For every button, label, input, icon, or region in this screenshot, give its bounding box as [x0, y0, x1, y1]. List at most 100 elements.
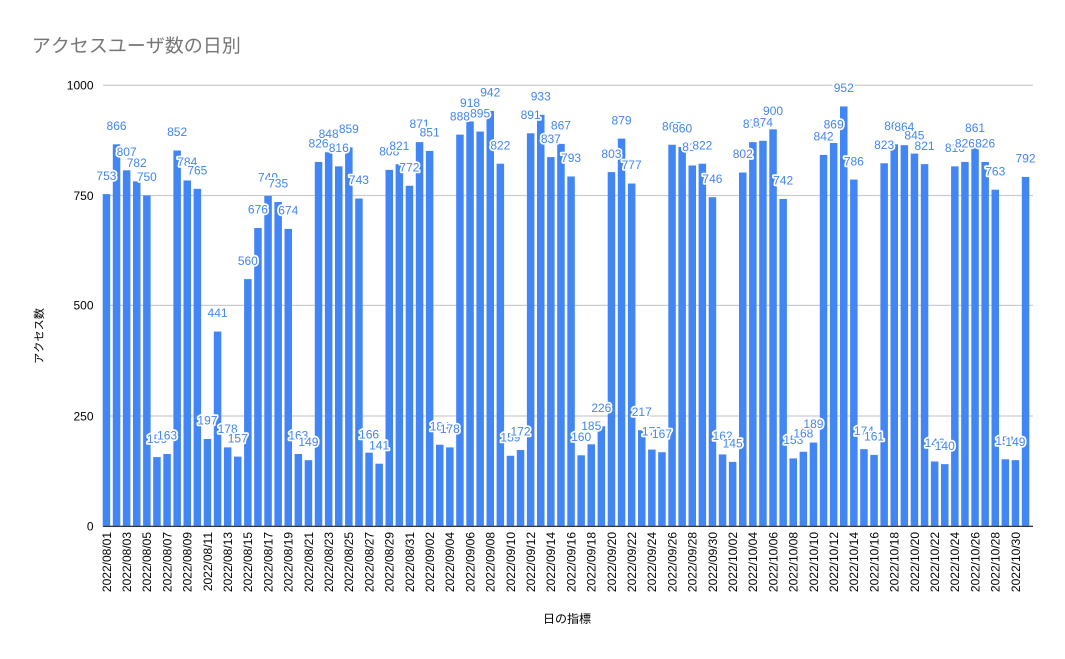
- svg-text:879: 879: [612, 113, 632, 127]
- svg-text:2022/10/16: 2022/10/16: [867, 532, 881, 592]
- svg-text:743: 743: [349, 173, 369, 187]
- svg-text:2022/09/10: 2022/09/10: [504, 532, 518, 592]
- svg-text:178: 178: [218, 422, 238, 436]
- svg-text:2022/10/08: 2022/10/08: [787, 532, 801, 592]
- svg-text:172: 172: [511, 425, 531, 439]
- svg-text:167: 167: [652, 427, 672, 441]
- svg-text:793: 793: [561, 151, 581, 165]
- svg-text:750: 750: [137, 170, 157, 184]
- svg-text:2022/09/28: 2022/09/28: [686, 532, 700, 592]
- svg-text:146: 146: [925, 436, 945, 450]
- svg-text:159: 159: [500, 431, 520, 445]
- svg-text:874: 874: [753, 116, 773, 130]
- svg-text:153: 153: [783, 433, 803, 447]
- svg-text:2022/09/02: 2022/09/02: [423, 532, 437, 592]
- svg-text:750: 750: [73, 189, 93, 203]
- svg-text:2022/09/26: 2022/09/26: [665, 532, 679, 592]
- svg-text:2022/10/10: 2022/10/10: [807, 532, 821, 592]
- svg-text:786: 786: [844, 154, 864, 168]
- svg-text:197: 197: [197, 414, 217, 428]
- svg-text:826: 826: [975, 137, 995, 151]
- svg-text:2022/08/13: 2022/08/13: [221, 532, 235, 592]
- svg-text:784: 784: [177, 155, 197, 169]
- svg-text:871: 871: [743, 117, 763, 131]
- svg-text:765: 765: [187, 164, 207, 178]
- svg-text:189: 189: [803, 417, 823, 431]
- svg-text:852: 852: [167, 125, 187, 139]
- svg-text:888: 888: [450, 109, 470, 123]
- svg-text:2022/10/30: 2022/10/30: [1009, 532, 1023, 592]
- svg-text:942: 942: [480, 86, 500, 100]
- svg-text:674: 674: [278, 204, 298, 218]
- svg-text:860: 860: [672, 122, 692, 136]
- svg-text:842: 842: [814, 130, 834, 144]
- svg-text:2022/10/12: 2022/10/12: [827, 532, 841, 592]
- svg-text:864: 864: [894, 120, 914, 134]
- svg-text:952: 952: [834, 81, 854, 95]
- svg-text:2022/10/28: 2022/10/28: [989, 532, 1003, 592]
- svg-text:676: 676: [248, 203, 268, 217]
- svg-text:217: 217: [632, 405, 652, 419]
- svg-text:848: 848: [319, 127, 339, 141]
- svg-text:226: 226: [591, 401, 611, 415]
- svg-text:792: 792: [1016, 152, 1036, 166]
- svg-text:861: 861: [965, 121, 985, 135]
- svg-text:821: 821: [389, 139, 409, 153]
- svg-text:816: 816: [329, 141, 349, 155]
- svg-text:845: 845: [904, 128, 924, 142]
- svg-text:185: 185: [581, 419, 601, 433]
- svg-text:2022/09/08: 2022/09/08: [484, 532, 498, 592]
- svg-text:149: 149: [1005, 435, 1025, 449]
- svg-text:2022/10/04: 2022/10/04: [746, 532, 760, 592]
- svg-text:900: 900: [763, 104, 783, 118]
- svg-text:895: 895: [470, 106, 490, 120]
- svg-text:2022/08/03: 2022/08/03: [120, 532, 134, 592]
- svg-text:2022/10/06: 2022/10/06: [766, 532, 780, 592]
- svg-text:2022/10/22: 2022/10/22: [928, 532, 942, 592]
- svg-text:869: 869: [824, 118, 844, 132]
- svg-text:866: 866: [107, 119, 127, 133]
- svg-text:151: 151: [995, 434, 1015, 448]
- svg-text:808: 808: [379, 145, 399, 159]
- svg-text:2022/09/20: 2022/09/20: [605, 532, 619, 592]
- svg-text:777: 777: [622, 158, 642, 172]
- svg-text:160: 160: [571, 430, 591, 444]
- svg-text:163: 163: [157, 429, 177, 443]
- svg-text:822: 822: [692, 138, 712, 152]
- svg-text:500: 500: [73, 299, 93, 313]
- svg-text:157: 157: [228, 431, 248, 445]
- svg-text:2022/09/24: 2022/09/24: [645, 532, 659, 592]
- svg-text:2022/10/20: 2022/10/20: [908, 532, 922, 592]
- svg-text:826: 826: [955, 137, 975, 151]
- svg-text:2022/08/17: 2022/08/17: [261, 532, 275, 592]
- svg-text:821: 821: [915, 139, 935, 153]
- svg-text:2022/09/30: 2022/09/30: [706, 532, 720, 592]
- svg-text:2022/09/14: 2022/09/14: [544, 532, 558, 592]
- svg-text:933: 933: [531, 90, 551, 104]
- svg-text:859: 859: [339, 122, 359, 136]
- svg-text:174: 174: [854, 424, 874, 438]
- svg-text:1000: 1000: [67, 79, 94, 93]
- svg-text:742: 742: [773, 174, 793, 188]
- svg-text:2022/09/06: 2022/09/06: [463, 532, 477, 592]
- svg-text:2022/09/16: 2022/09/16: [564, 532, 578, 592]
- svg-text:145: 145: [723, 437, 743, 451]
- svg-text:2022/08/11: 2022/08/11: [201, 532, 215, 591]
- svg-text:2022/08/07: 2022/08/07: [160, 532, 174, 592]
- svg-text:823: 823: [874, 138, 894, 152]
- svg-text:0: 0: [87, 520, 94, 534]
- svg-text:871: 871: [410, 117, 430, 131]
- svg-text:763: 763: [985, 164, 1005, 178]
- svg-text:866: 866: [884, 119, 904, 133]
- svg-text:865: 865: [662, 120, 682, 134]
- svg-text:2022/09/04: 2022/09/04: [443, 532, 457, 592]
- svg-text:753: 753: [96, 169, 116, 183]
- svg-text:184: 184: [430, 419, 450, 433]
- svg-text:818: 818: [682, 140, 702, 154]
- svg-text:2022/08/27: 2022/08/27: [362, 532, 376, 592]
- svg-text:772: 772: [399, 160, 419, 174]
- svg-text:749: 749: [258, 171, 278, 185]
- svg-text:161: 161: [864, 430, 884, 444]
- svg-text:2022/08/19: 2022/08/19: [282, 532, 296, 592]
- svg-text:2022/10/24: 2022/10/24: [948, 532, 962, 592]
